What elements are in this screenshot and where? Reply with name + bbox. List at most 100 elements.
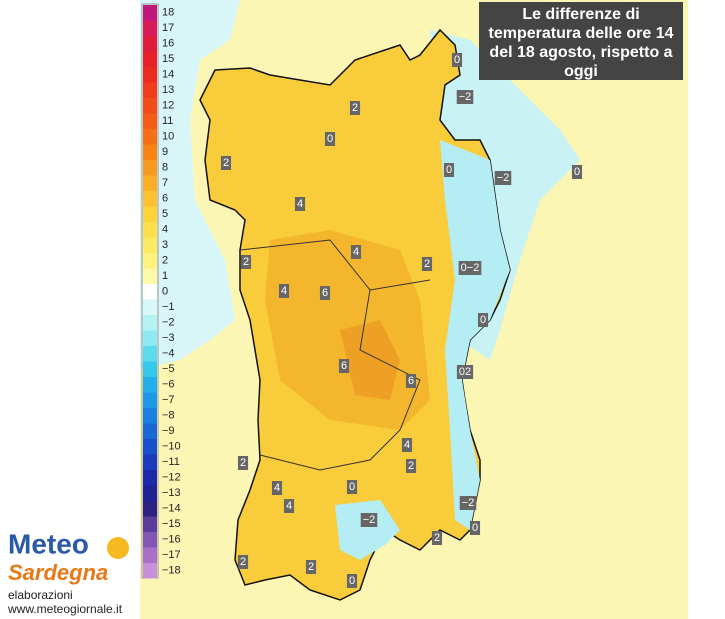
contour-label-box [294,197,306,211]
legend-label: −2 [162,317,175,329]
contour-label: 4 [281,285,287,297]
contour-label-box [237,456,249,470]
legend-swatch [143,361,157,377]
contour-label-box [220,156,232,170]
contour-label-box [271,481,283,495]
contour-label-box [494,171,512,185]
title-line: oggi [564,63,598,80]
contour-label: 0 [574,166,580,178]
contour-label: 2 [424,258,430,270]
contour-label-box [401,438,413,452]
legend-label: −16 [162,534,181,546]
contour-label-box [350,245,362,259]
contour-label: 0 [446,164,452,176]
title-box [479,2,683,80]
legend-label: 14 [162,69,174,81]
legend-label: −7 [162,394,175,406]
legend-label: 13 [162,84,174,96]
legend-swatch [143,377,157,393]
contour-label-box [458,261,482,275]
legend-label: −17 [162,549,181,561]
contour-label: 2 [240,556,246,568]
legend-label: 18 [162,7,174,19]
contour-label-box [443,163,455,177]
contour-label: 6 [322,287,328,299]
logo-line2: Sardegna [8,560,108,585]
sea-cool [140,0,240,370]
title-line: del 18 agosto, rispetto a [489,44,672,61]
legend-label: 4 [162,224,168,236]
contour-label-box [283,499,295,513]
legend-label: −1 [162,301,175,313]
contour-label: 02 [459,366,471,378]
legend-label: 9 [162,146,168,158]
contour-label-box [459,496,477,510]
legend-label: −10 [162,441,181,453]
legend-swatch [143,175,157,191]
legend-swatch [143,144,157,160]
legend-swatch [143,392,157,408]
legend-swatch [143,82,157,98]
legend-swatch [143,501,157,517]
contour-label: 0 [472,522,478,534]
legend-swatch [143,439,157,455]
contour-label-box [349,101,361,115]
contour-label: −2 [462,497,475,509]
legend-swatch [143,5,157,21]
legend-label: −9 [162,425,175,437]
legend-label: −3 [162,332,175,344]
legend-swatch [143,222,157,238]
contour-label: 4 [274,482,280,494]
legend-label: 6 [162,193,168,205]
legend-swatch [143,51,157,67]
contour-label: 2 [352,102,358,114]
contour-label: 0 [327,133,333,145]
legend-swatch [143,346,157,362]
contour-label-box [405,459,417,473]
legend-swatch [143,330,157,346]
contour-label: 2 [408,460,414,472]
legend-label: 12 [162,100,174,112]
legend-swatch [143,284,157,300]
contour-label: −2 [459,91,472,103]
contour-label: 0 [349,575,355,587]
legend-label: 3 [162,239,168,251]
legend-swatch [143,206,157,222]
legend-swatch [143,408,157,424]
legend-label: −8 [162,410,175,422]
logo-line1: Meteo [8,528,89,559]
legend-swatch [143,547,157,563]
contour-label-box [346,480,358,494]
logo-box [4,525,136,593]
legend-swatch [143,423,157,439]
contour-label-box [319,286,331,300]
contour-label-box [456,365,474,379]
contour-label: 2 [243,256,249,268]
legend-swatch [143,160,157,176]
legend-label: 16 [162,38,174,50]
legend-swatch [143,470,157,486]
contour-label: 4 [353,246,359,258]
contour-label-box [237,555,249,569]
legend-swatch [143,98,157,114]
legend-label: −6 [162,379,175,391]
hot-core [340,320,400,400]
contour-label-box [278,284,290,298]
contour-label-box [431,531,443,545]
contour-label-box [240,255,252,269]
contour-label: 4 [286,500,292,512]
contour-label: 4 [404,439,410,451]
contour-label: 0 [454,54,460,66]
legend-label: −4 [162,348,175,360]
contour-label-box [421,257,433,271]
contour-label: 2 [223,157,229,169]
contour-label-box [456,90,474,104]
contour-label-box [305,560,317,574]
legend-swatch [143,532,157,548]
legend-swatch [143,36,157,52]
contour-label: 2 [308,561,314,573]
legend-label: 17 [162,22,174,34]
legend-swatch [143,129,157,145]
credit: www.meteogiornale.it [7,602,123,616]
contour-label: 4 [297,198,303,210]
